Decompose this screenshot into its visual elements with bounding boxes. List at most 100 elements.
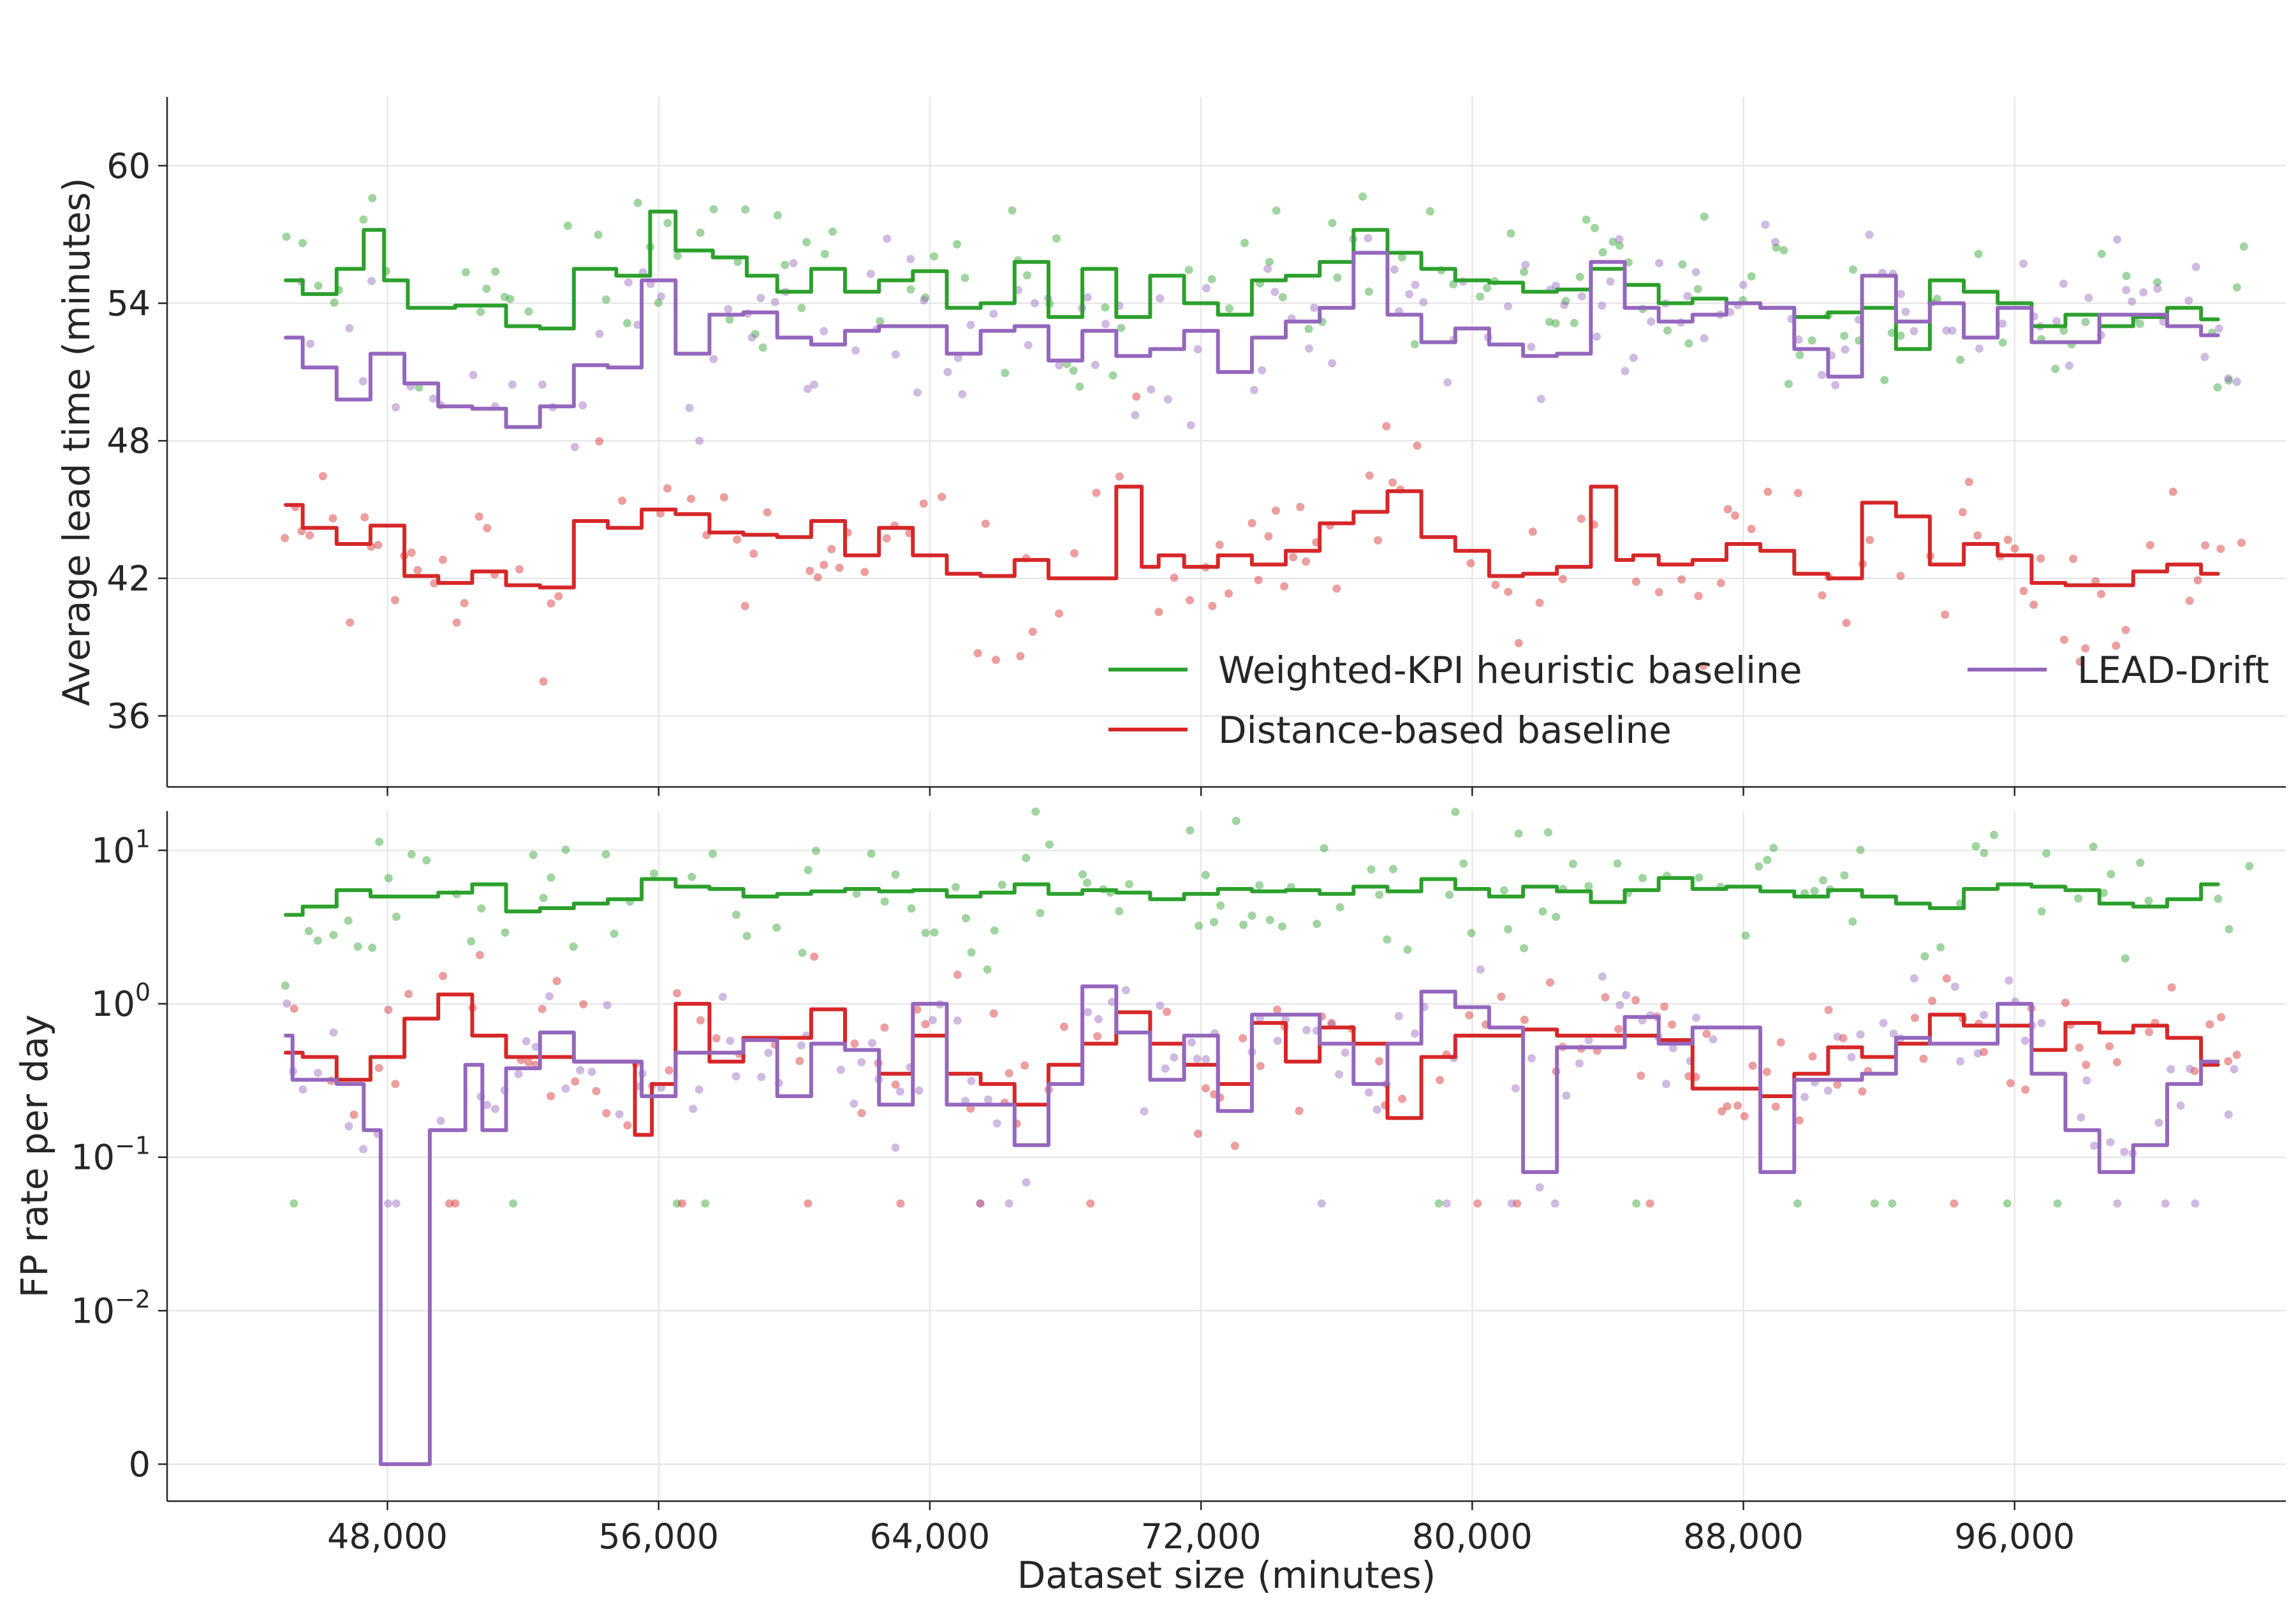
bottom-scatter-point-lead-drift [576, 1066, 585, 1075]
bottom-scatter-point-weighted-kpi-heuristic-baseline [701, 1199, 710, 1208]
bottom-scatter-point-lead-drift [545, 992, 554, 1001]
bottom-scatter-point-distance-based-baseline [678, 1199, 686, 1208]
top-scatter-point-distance-based-baseline [663, 484, 672, 493]
top-scatter-point-lead-drift [1249, 386, 1258, 395]
top-scatter-point-lead-drift [953, 353, 962, 362]
top-scatter-point-distance-based-baseline [547, 599, 556, 608]
bottom-scatter-point-weighted-kpi-heuristic-baseline [1632, 1199, 1641, 1208]
bottom-scatter-point-lead-drift [1335, 1070, 1344, 1079]
top-scatter-point-weighted-kpi-heuristic-baseline [506, 295, 515, 304]
bottom-scatter-point-weighted-kpi-heuristic-baseline [1216, 901, 1225, 910]
bottom-panel: 0 10−2 10−1 100 101 48,000 56,000 64,000 72,000… [13, 807, 2286, 1597]
bottom-scatter-point-lead-drift [2037, 1018, 2046, 1027]
bottom-scatter-point-distance-based-baseline [1239, 1034, 1247, 1043]
top-scatter-point-weighted-kpi-heuristic-baseline [1272, 206, 1281, 215]
bottom-scatter-point-weighted-kpi-heuristic-baseline [1763, 856, 1772, 865]
top-y-tick-label: 36 [107, 696, 151, 737]
top-scatter-point-distance-based-baseline [882, 534, 891, 543]
bottom-y-tick-label: 10−1 [71, 1132, 151, 1178]
bottom-scatter-points [281, 807, 2254, 1208]
top-scatter-point-lead-drift [1411, 281, 1420, 290]
bottom-scatter-point-distance-based-baseline [1733, 1101, 1742, 1110]
bottom-scatter-point-lead-drift [2176, 1101, 2185, 1110]
bottom-scatter-point-weighted-kpi-heuristic-baseline [1201, 870, 1210, 879]
top-scatter-point-weighted-kpi-heuristic-baseline [1561, 297, 1570, 305]
bottom-scatter-point-lead-drift [757, 1073, 766, 1082]
bottom-scatter-point-distance-based-baseline [850, 1039, 859, 1048]
bottom-scatter-point-distance-based-baseline [290, 1004, 298, 1013]
top-scatter-point-lead-drift [1536, 395, 1545, 404]
bottom-scatter-point-weighted-kpi-heuristic-baseline [2121, 954, 2130, 963]
top-scatter-point-weighted-kpi-heuristic-baseline [797, 304, 806, 312]
bottom-scatter-point-lead-drift [1956, 1057, 1965, 1066]
top-scatter-point-distance-based-baseline [1973, 531, 1982, 540]
top-scatter-point-lead-drift [913, 388, 922, 397]
legend: Weighted-KPI heuristic baseline Distance… [1108, 649, 2269, 752]
bottom-scatter-point-lead-drift [850, 1099, 858, 1108]
top-scatter-point-distance-based-baseline [1413, 441, 1422, 450]
bottom-scatter-point-distance-based-baseline [1020, 1061, 1029, 1070]
bottom-scatter-point-distance-based-baseline [1771, 1102, 1780, 1111]
bottom-scatter-point-lead-drift [2191, 1199, 2200, 1208]
top-scatter-point-lead-drift [2059, 279, 2068, 288]
top-scatter-point-weighted-kpi-heuristic-baseline [1225, 304, 1233, 313]
top-scatter-point-weighted-kpi-heuristic-baseline [1410, 340, 1419, 349]
top-scatter-point-lead-drift [958, 390, 967, 399]
top-scatter-point-distance-based-baseline [2185, 596, 2194, 605]
top-scatter-point-weighted-kpi-heuristic-baseline [725, 315, 734, 324]
bottom-scatter-point-distance-based-baseline [475, 951, 484, 960]
bottom-scatter-point-distance-based-baseline [673, 989, 681, 997]
top-scatter-point-lead-drift [1193, 345, 1202, 354]
bottom-scatter-point-distance-based-baseline [1060, 1022, 1068, 1031]
bottom-scatter-point-weighted-kpi-heuristic-baseline [529, 851, 538, 860]
top-scatter-point-lead-drift [1091, 360, 1100, 369]
top-scatter-point-weighted-kpi-heuristic-baseline [1001, 369, 1010, 378]
top-scatter-point-distance-based-baseline [1388, 478, 1397, 487]
bottom-scatter-point-lead-drift [1507, 1199, 1516, 1208]
bottom-scatter-point-weighted-kpi-heuristic-baseline [477, 904, 486, 913]
top-scatter-point-weighted-kpi-heuristic-baseline [2232, 283, 2241, 292]
top-scatter-point-lead-drift [657, 292, 665, 301]
top-scatter-point-lead-drift [2153, 284, 2162, 293]
top-scatter-point-weighted-kpi-heuristic-baseline [2225, 376, 2233, 385]
top-scatter-point-distance-based-baseline [827, 545, 836, 554]
bottom-scatter-point-lead-drift [1833, 1032, 1842, 1041]
bottom-scatter-point-distance-based-baseline [1513, 1199, 1522, 1208]
bottom-scatter-point-weighted-kpi-heuristic-baseline [353, 942, 362, 951]
top-scatter-point-distance-based-baseline [595, 437, 604, 446]
top-scatter-point-weighted-kpi-heuristic-baseline [1358, 192, 1367, 201]
bottom-scatter-point-lead-drift [2082, 1076, 2091, 1085]
top-scatter-point-weighted-kpi-heuristic-baseline [773, 211, 782, 220]
bottom-scatter-point-lead-drift [915, 1086, 924, 1095]
bottom-scatter-point-weighted-kpi-heuristic-baseline [811, 846, 820, 855]
bottom-scatter-point-lead-drift [1273, 1036, 1282, 1045]
bottom-scatter-point-weighted-kpi-heuristic-baseline [1265, 916, 1274, 925]
top-scatter-point-lead-drift [989, 309, 998, 318]
bottom-scatter-point-lead-drift [2161, 1199, 2170, 1208]
top-scatter-point-weighted-kpi-heuristic-baseline [1998, 338, 2007, 347]
bottom-scatter-point-distance-based-baseline [2021, 1085, 2030, 1094]
bottom-scatter-point-lead-drift [1140, 1107, 1149, 1116]
bottom-scatter-point-weighted-kpi-heuristic-baseline [2074, 894, 2083, 903]
top-scatter-point-distance-based-baseline [740, 601, 749, 610]
bottom-scatter-point-distance-based-baseline [439, 972, 448, 980]
bottom-scatter-point-weighted-kpi-heuristic-baseline [990, 926, 999, 935]
bottom-scatter-point-weighted-kpi-heuristic-baseline [1819, 876, 1827, 884]
bottom-scatter-point-weighted-kpi-heuristic-baseline [1971, 842, 1980, 851]
bottom-scatter-point-lead-drift [1800, 1092, 1809, 1101]
bottom-scatter-point-weighted-kpi-heuristic-baseline [1741, 931, 1750, 940]
bottom-y-tick-label: 10−2 [71, 1285, 151, 1331]
bottom-scatter-point-weighted-kpi-heuristic-baseline [290, 1199, 298, 1208]
top-scatter-point-distance-based-baseline [460, 599, 469, 608]
bottom-scatter-point-weighted-kpi-heuristic-baseline [1336, 903, 1344, 912]
top-scatter-point-distance-based-baseline [806, 566, 814, 575]
bottom-scatter-point-lead-drift [1442, 1199, 1451, 1208]
top-scatter-point-distance-based-baseline [1466, 559, 1475, 568]
bottom-scatter-point-lead-drift [1302, 1025, 1311, 1034]
bottom-scatter-point-distance-based-baseline [391, 1080, 400, 1089]
bottom-scatter-point-distance-based-baseline [1942, 974, 1951, 983]
bottom-scatter-point-lead-drift [2020, 1036, 2029, 1045]
top-scatter-point-distance-based-baseline [1254, 576, 1263, 585]
bottom-scatter-point-distance-based-baseline [1839, 1034, 1848, 1043]
bottom-scatter-point-lead-drift [1108, 997, 1117, 1006]
